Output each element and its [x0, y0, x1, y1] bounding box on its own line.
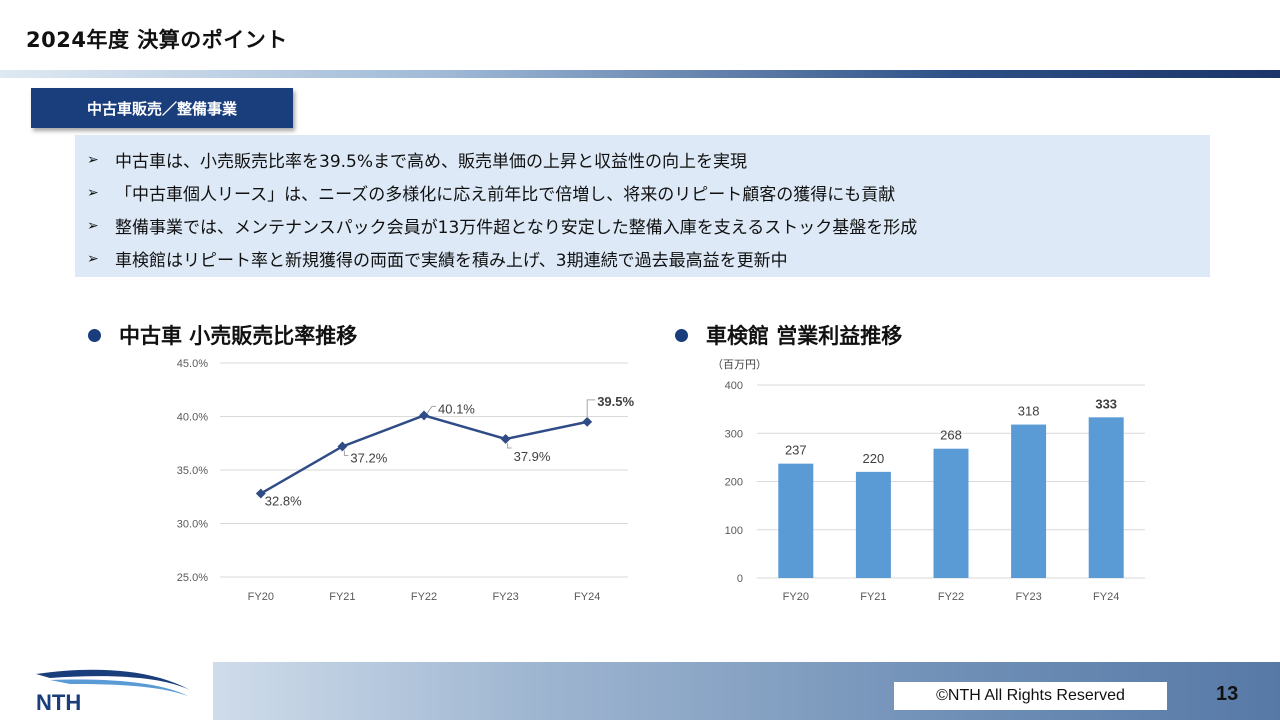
line-chart-heading: 中古車 小売販売比率推移: [88, 320, 357, 350]
leader-line: [586, 399, 596, 418]
leader-line: [507, 442, 512, 449]
key-point: ➢ 整備事業では、メンテナンスパック会員が13万件超となり安定した整備入庫を支え…: [87, 213, 918, 239]
logo-text: NTH: [36, 690, 81, 714]
x-tick-label: FY22: [411, 591, 437, 603]
data-point: [255, 488, 266, 499]
x-tick-label: FY23: [492, 591, 518, 603]
y-axis-unit: （百万円）: [712, 358, 767, 371]
arrow-bullet-icon: ➢: [87, 217, 99, 234]
data-label: 268: [940, 428, 962, 443]
data-label: 37.2%: [350, 450, 387, 465]
arrow-bullet-icon: ➢: [87, 151, 99, 168]
x-tick-label: FY20: [248, 591, 274, 603]
data-label: 32.8%: [265, 494, 302, 509]
section-tag: 中古車販売／整備事業: [31, 88, 293, 128]
key-point: ➢ 中古車は、小売販売比率を39.5%まで高め、販売単価の上昇と収益性の向上を実…: [87, 147, 748, 173]
bar: [778, 463, 814, 578]
x-tick-label: FY22: [938, 591, 964, 603]
x-tick-label: FY23: [1015, 591, 1041, 603]
bar: [1088, 417, 1124, 578]
data-label: 237: [785, 443, 807, 458]
y-tick-label: 45.0%: [177, 358, 208, 370]
title-rule: [0, 70, 1280, 78]
key-point-text: 車検館はリピート率と新規獲得の両面で実績を積み上げ、3期連続で過去最高益を更新中: [115, 251, 788, 271]
bullet-dot-icon: [675, 328, 688, 342]
line-chart-title: 中古車 小売販売比率推移: [119, 324, 358, 348]
data-point: [582, 416, 593, 427]
bar-chart-title: 車検館 営業利益推移: [706, 324, 903, 348]
x-tick-label: FY21: [860, 591, 886, 603]
data-label: 37.9%: [514, 449, 551, 464]
copyright-notice: ©NTH All Rights Reserved: [894, 682, 1167, 710]
data-point: [337, 441, 348, 452]
leader-line: [426, 405, 436, 414]
key-point-text: 中古車は、小売販売比率を39.5%まで高め、販売単価の上昇と収益性の向上を実現: [115, 152, 748, 172]
y-tick-label: 35.0%: [177, 465, 208, 477]
bar: [933, 448, 969, 578]
bar-chart: （百万円） 0 100 200 300 400 237 FY20 220 FY21 268 FY22 3…: [712, 358, 1145, 603]
nth-logo: NTH: [36, 669, 190, 714]
y-tick-label: 200: [725, 477, 743, 489]
page-title: 2024年度 決算のポイント: [26, 28, 288, 52]
data-label: 318: [1018, 404, 1040, 419]
line-chart: 25.0% 30.0% 35.0% 40.0% 45.0% FY20 FY21 FY22 FY2…: [177, 358, 635, 603]
y-tick-label: 300: [725, 428, 743, 440]
y-tick-label: 0: [737, 573, 743, 585]
x-tick-label: FY24: [574, 591, 600, 603]
x-tick-label: FY24: [1093, 591, 1119, 603]
data-label: 220: [863, 451, 885, 466]
key-point-text: 「中古車個人リース」は、ニーズの多様化に応え前年比で倍増し、将来のリピート顧客の…: [115, 185, 896, 205]
arrow-bullet-icon: ➢: [87, 184, 99, 201]
leader-line: [343, 450, 349, 456]
bullet-dot-icon: [88, 328, 101, 342]
y-tick-label: 30.0%: [177, 519, 208, 531]
bar: [1011, 424, 1047, 578]
key-points-box: ➢ 中古車は、小売販売比率を39.5%まで高め、販売単価の上昇と収益性の向上を実…: [75, 135, 1210, 277]
y-tick-label: 40.0%: [177, 412, 208, 424]
bar: [855, 471, 891, 578]
key-point: ➢ 「中古車個人リース」は、ニーズの多様化に応え前年比で倍増し、将来のリピート顧…: [87, 180, 896, 206]
x-tick-label: FY20: [783, 591, 809, 603]
data-point: [500, 434, 511, 444]
key-point: ➢ 車検館はリピート率と新規獲得の両面で実績を積み上げ、3期連続で過去最高益を更…: [87, 246, 788, 272]
bar-chart-heading: 車検館 営業利益推移: [675, 320, 902, 350]
data-label: 39.5%: [597, 394, 634, 409]
page-number: 13: [1216, 683, 1239, 705]
y-tick-label: 400: [725, 380, 743, 392]
y-tick-label: 100: [725, 525, 743, 537]
data-label: 333: [1095, 396, 1117, 411]
data-label: 40.1%: [438, 401, 475, 416]
y-tick-label: 25.0%: [177, 572, 208, 584]
key-point-text: 整備事業では、メンテナンスパック会員が13万件超となり安定した整備入庫を支えるス…: [115, 218, 918, 238]
arrow-bullet-icon: ➢: [87, 250, 99, 267]
x-tick-label: FY21: [329, 591, 355, 603]
